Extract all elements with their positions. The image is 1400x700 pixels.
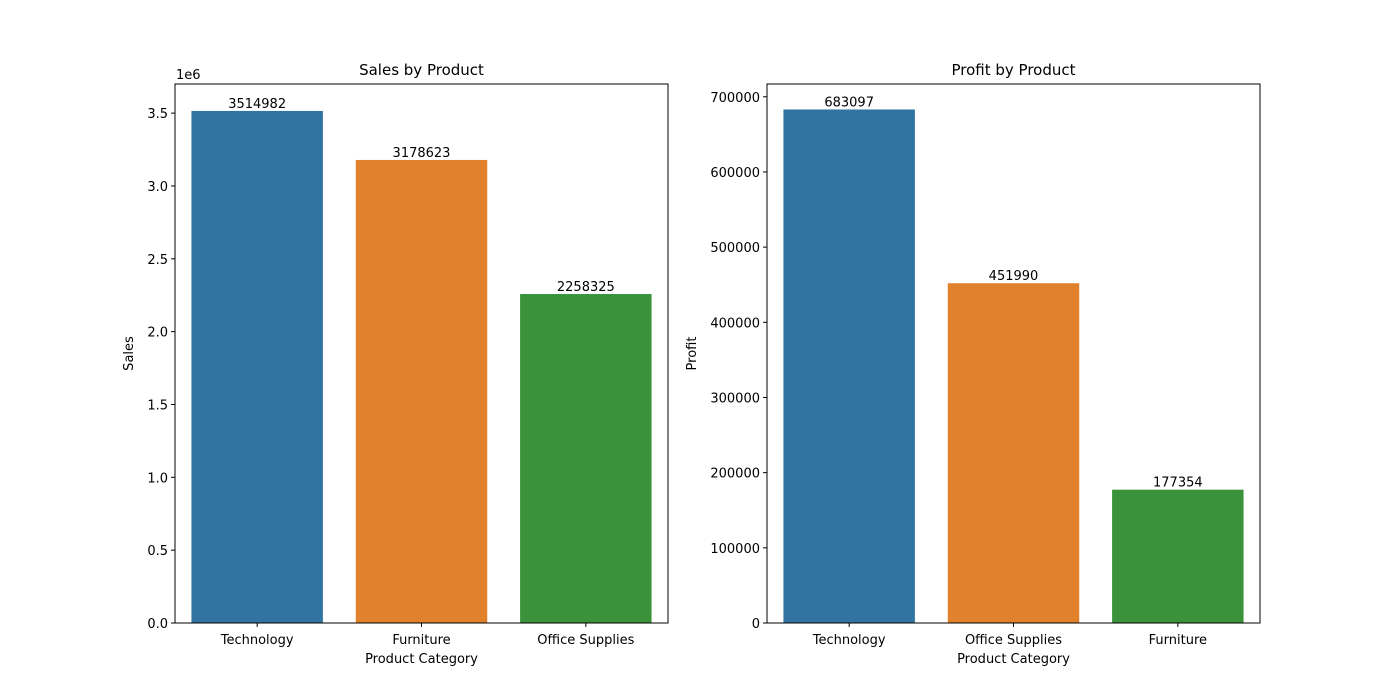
bar-office-supplies (520, 294, 652, 623)
data-label-office-supplies: 2258325 (557, 280, 615, 295)
y-tick-label: 3.5 (147, 107, 168, 122)
x-tick-label-technology: Technology (220, 633, 294, 648)
y-tick-label: 1.5 (147, 398, 168, 413)
y-tick-label: 0.0 (147, 617, 168, 632)
y-tick-label: 3.0 (147, 180, 168, 195)
chart-title: Profit by Product (951, 61, 1075, 79)
y-tick-label: 600000 (710, 166, 760, 181)
y-tick-label: 300000 (710, 391, 760, 406)
x-axis-label: Product Category (365, 652, 478, 667)
y-tick-label: 0 (752, 617, 760, 632)
y-tick-label: 0.5 (147, 544, 168, 559)
bar-office-supplies (947, 283, 1080, 623)
y-tick-label: 200000 (710, 467, 760, 482)
x-tick-label-furniture: Furniture (1149, 633, 1207, 648)
y-axis-offset-text: 1e6 (176, 68, 201, 83)
y-tick-label: 1.0 (147, 471, 168, 486)
y-tick-label: 2.0 (147, 326, 168, 341)
sales-by-product-chart: 3514982 Technology 3178623 Furniture 2258325… (122, 61, 669, 667)
y-tick-label: 500000 (710, 241, 760, 256)
axes-frame (174, 83, 669, 624)
bar-furniture (355, 159, 488, 623)
x-axis-label: Product Category (957, 652, 1070, 667)
x-tick-label-furniture: Furniture (392, 633, 450, 648)
bar-technology (191, 110, 323, 623)
data-label-furniture: 3178623 (393, 146, 451, 161)
y-tick-label: 100000 (710, 542, 760, 557)
x-tick-label-technology: Technology (812, 633, 886, 648)
y-tick-label: 400000 (710, 316, 760, 331)
chart-title: Sales by Product (359, 61, 484, 79)
profit-by-product-chart: 683097 Technology 451990 Office Supplies 177… (685, 61, 1261, 667)
bar-technology (783, 109, 915, 624)
x-tick-label-office-supplies: Office Supplies (537, 633, 634, 648)
x-tick-label-office-supplies: Office Supplies (965, 633, 1062, 648)
y-axis-label: Profit (685, 337, 700, 371)
y-tick-label: 700000 (710, 91, 760, 106)
y-axis-label: Sales (122, 336, 137, 371)
data-label-office-supplies: 451990 (989, 269, 1039, 284)
data-label-technology: 3514982 (228, 97, 286, 112)
data-label-technology: 683097 (824, 95, 874, 110)
y-tick-label: 2.5 (147, 253, 168, 268)
data-label-furniture: 177354 (1153, 476, 1203, 491)
axes-frame (766, 83, 1261, 624)
bar-furniture (1112, 489, 1244, 623)
